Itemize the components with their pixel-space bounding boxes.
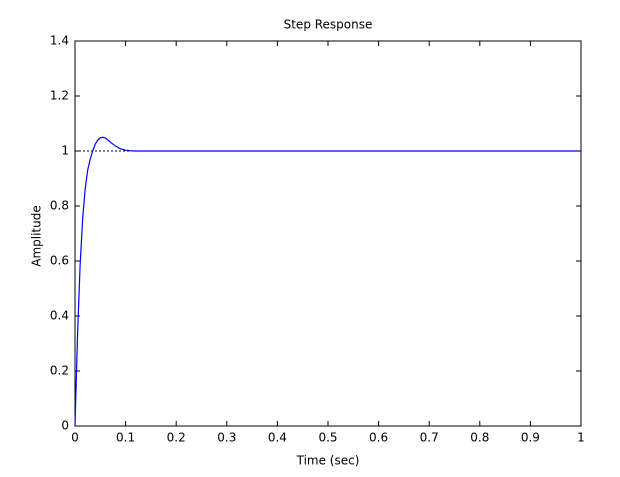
x-tick-label: 0.3 xyxy=(217,431,236,445)
x-tick-label: 0.1 xyxy=(116,431,135,445)
y-axis-label: Amplitude xyxy=(30,205,44,267)
x-tick-label: 0.5 xyxy=(318,431,337,445)
x-tick-label: 0 xyxy=(71,431,79,445)
y-tick-label: 0.2 xyxy=(50,364,69,378)
y-tick-label: 1.4 xyxy=(50,34,69,48)
y-tick-label: 1.2 xyxy=(50,89,69,103)
x-tick-label: 0.9 xyxy=(521,431,540,445)
y-tick-label: 0.4 xyxy=(50,309,69,323)
x-tick-label: 0.8 xyxy=(470,431,489,445)
x-tick-label: 0.2 xyxy=(167,431,186,445)
y-tick-label: 0 xyxy=(61,419,69,433)
x-axis-label: Time (sec) xyxy=(296,454,360,468)
y-tick-label: 1 xyxy=(61,144,69,158)
plot-area xyxy=(74,40,582,427)
x-tick-label: 0.7 xyxy=(420,431,439,445)
y-tick-label: 0.6 xyxy=(50,254,69,268)
chart-title: Step Response xyxy=(284,18,373,32)
line-series xyxy=(74,136,581,427)
y-tick-label: 0.8 xyxy=(50,199,69,213)
x-tick-label: 1 xyxy=(577,431,585,445)
x-tick-label: 0.6 xyxy=(369,431,388,445)
x-tick-label: 0.4 xyxy=(268,431,287,445)
